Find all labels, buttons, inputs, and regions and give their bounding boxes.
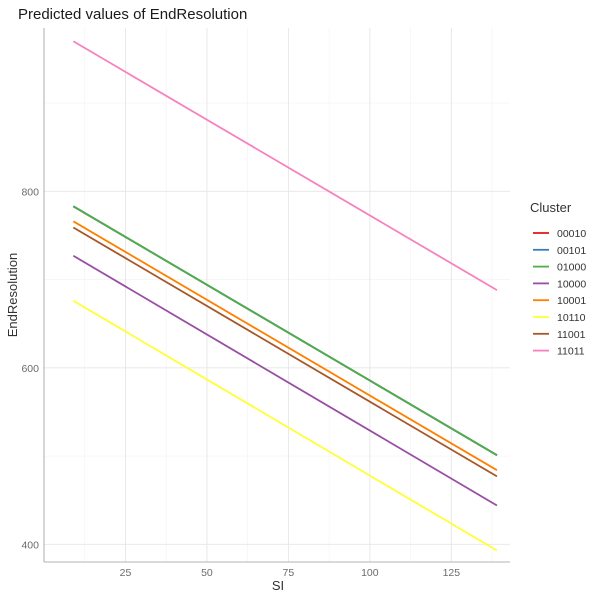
series-line-11011 xyxy=(72,40,498,291)
series-line-10000 xyxy=(72,254,498,507)
tick-labels: 25 50 75 100 125 400 600 800 xyxy=(21,186,460,579)
y-axis-title: EndResolution xyxy=(5,253,20,338)
legend-title: Cluster xyxy=(530,200,572,215)
legend-label-00101: 00101 xyxy=(557,245,586,257)
legend-items: 00010 00101 01000 10000 10001 10110 11001 11011 xyxy=(533,228,586,358)
x-tick-label: 50 xyxy=(201,567,213,579)
legend-label-10000: 10000 xyxy=(557,278,586,290)
y-tick-label: 800 xyxy=(21,186,39,198)
legend-label-11011: 11011 xyxy=(557,346,585,358)
legend-label-01000: 01000 xyxy=(557,262,586,274)
series-line-10001 xyxy=(72,220,498,471)
x-tick-label: 125 xyxy=(443,567,461,579)
x-axis-title: SI xyxy=(272,578,284,593)
x-tick-label: 25 xyxy=(120,567,132,579)
series-line-10110 xyxy=(72,299,498,552)
legend-label-11001: 11001 xyxy=(557,329,586,341)
chart-title: Predicted values of EndResolution xyxy=(18,6,247,23)
axes xyxy=(43,28,510,563)
x-tick-label: 75 xyxy=(283,567,295,579)
legend-label-10110: 10110 xyxy=(557,312,586,324)
legend-label-10001: 10001 xyxy=(557,295,586,307)
x-tick-label: 100 xyxy=(361,567,379,579)
legend-label-00010: 00010 xyxy=(557,228,586,240)
y-tick-label: 400 xyxy=(21,539,39,551)
grid xyxy=(44,28,510,562)
series-lines xyxy=(72,40,498,552)
series-line-11001 xyxy=(72,226,498,478)
y-tick-label: 600 xyxy=(21,363,39,375)
legend: Cluster 00010 00101 01000 10000 10001 10110 11… xyxy=(530,200,586,358)
series-line-01000 xyxy=(72,205,498,456)
